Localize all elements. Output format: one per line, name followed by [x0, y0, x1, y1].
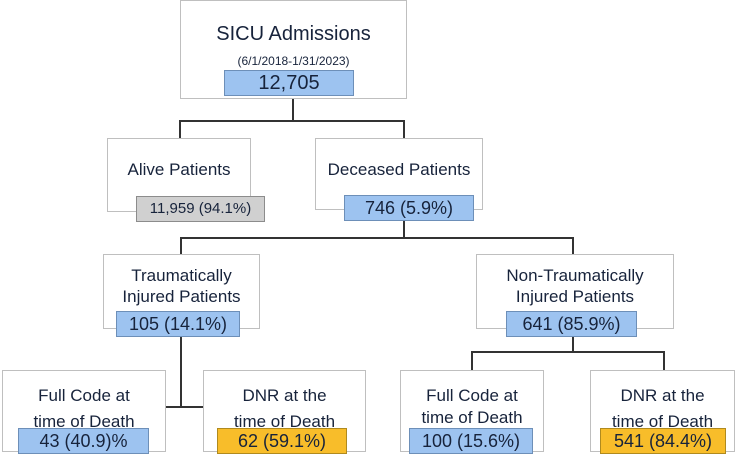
- node-value: 105 (14.1%): [116, 311, 240, 337]
- node-value: 11,959 (94.1%): [136, 196, 265, 222]
- connector: [403, 220, 405, 239]
- connector: [471, 351, 473, 370]
- node-label: Full Code at: [426, 386, 518, 405]
- connector: [165, 406, 203, 408]
- connector: [180, 237, 574, 239]
- connector: [180, 336, 182, 408]
- node-value: 641 (85.9%): [506, 311, 637, 337]
- node-label: Traumatically: [131, 266, 232, 285]
- node-label: Full Code at: [38, 386, 130, 405]
- connector: [403, 120, 405, 138]
- node-label: Injured Patients: [122, 287, 241, 306]
- node-label: DNR at the: [242, 386, 327, 405]
- node-period: (6/1/2018-1/31/2023): [237, 54, 350, 68]
- connector: [572, 237, 574, 254]
- node-value: 541 (84.4%): [600, 428, 726, 454]
- node-label: DNR at the: [620, 386, 705, 405]
- node-label: time of Death: [233, 412, 336, 431]
- node-label: time of Death: [33, 412, 135, 431]
- node-value: 746 (5.9%): [344, 195, 474, 221]
- connector: [180, 237, 182, 254]
- connector: [179, 120, 405, 122]
- node-label: time of Death: [611, 412, 714, 431]
- node-value: 43 (40.9)%: [18, 428, 149, 454]
- node-value: 62 (59.1%): [217, 428, 347, 454]
- node-label: Alive Patients: [127, 160, 231, 179]
- node-label: Injured Patients: [515, 287, 635, 306]
- connector: [572, 336, 574, 353]
- connector: [663, 351, 665, 370]
- node-label: time of Death: [421, 408, 523, 427]
- node-value: 12,705: [224, 70, 354, 96]
- node-label: Non-Traumatically: [506, 266, 644, 285]
- node-label: Deceased Patients: [327, 160, 471, 179]
- node-value: 100 (15.6%): [409, 428, 533, 454]
- node-title: SICU Admissions: [216, 23, 371, 45]
- connector: [471, 351, 665, 353]
- connector: [179, 120, 181, 138]
- connector: [292, 98, 294, 121]
